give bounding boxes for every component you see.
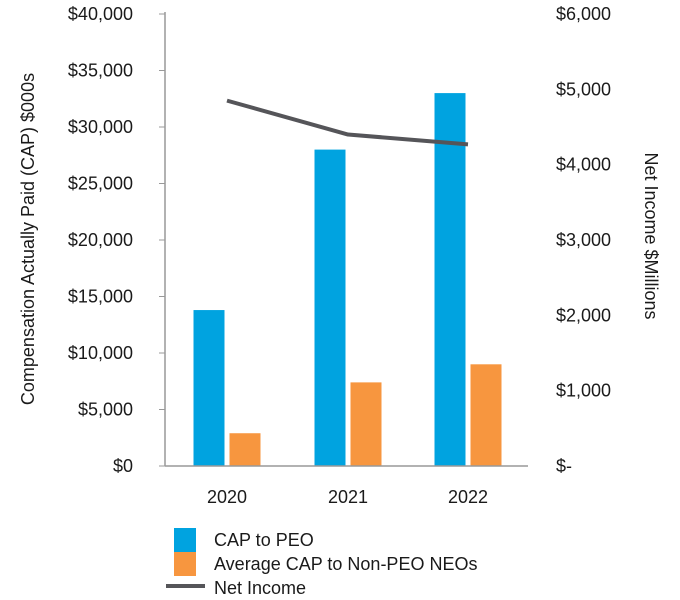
right-axis-ticks: $- $1,000 $2,000 $3,000 $4,000 $5,000 $6,000: [556, 4, 611, 476]
legend-label-1: Average CAP to Non-PEO NEOs: [214, 554, 477, 574]
y-tick-label: $5,000: [78, 400, 133, 420]
bar-cap-to-peo-2022: [434, 93, 466, 466]
bar-avg-cap-non-peo-2022: [470, 364, 502, 466]
y2-tick-label: $3,000: [556, 230, 611, 250]
x-tick-label-2021: 2021: [328, 487, 368, 507]
y-tick-label: $40,000: [68, 4, 133, 24]
bar-cap-to-peo-2020: [193, 310, 225, 466]
bar-avg-cap-non-peo-2021: [350, 382, 382, 466]
legend: CAP to PEO Average CAP to Non-PEO NEOs Net…: [166, 528, 477, 598]
y-tick-label: $30,000: [68, 117, 133, 137]
legend-swatch-0: [174, 528, 196, 552]
y2-tick-label: $2,000: [556, 305, 611, 325]
y2-tick-label: $4,000: [556, 155, 611, 175]
x-tick-label-2020: 2020: [207, 487, 247, 507]
x-axis-ticks: 2020 2021 2022: [207, 487, 488, 507]
line-series: [226, 98, 469, 147]
net-income-line: [226, 98, 469, 147]
bar-cap-to-peo-2021: [314, 149, 346, 466]
y2-tick-label: $6,000: [556, 4, 611, 24]
left-axis-ticks: $0 $5,000 $10,000 $15,000 $20,000 $25,000 $30,…: [68, 4, 165, 476]
y-tick-label: $20,000: [68, 230, 133, 250]
bar-series: [193, 93, 502, 466]
legend-label-0: CAP to PEO: [214, 530, 314, 550]
y2-axis-title: Net Income $Millions: [641, 152, 661, 319]
y-tick-label: $15,000: [68, 287, 133, 307]
y-tick-label: $10,000: [68, 343, 133, 363]
y-axis-title: Compensation Actually Paid (CAP) $000s: [18, 73, 38, 405]
x-tick-label-2022: 2022: [448, 487, 488, 507]
y-tick-label: $25,000: [68, 174, 133, 194]
y-tick-label: $35,000: [68, 61, 133, 81]
legend-swatch-1: [174, 552, 196, 576]
y2-tick-label: $1,000: [556, 381, 611, 401]
legend-label-2: Net Income: [214, 578, 306, 598]
y-tick-label: $0: [113, 456, 133, 476]
bar-avg-cap-non-peo-2020: [229, 433, 261, 466]
y2-tick-label: $5,000: [556, 79, 611, 99]
y2-tick-label: $-: [556, 456, 572, 476]
